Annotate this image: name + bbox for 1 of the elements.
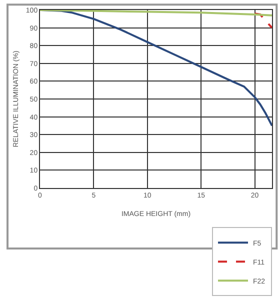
line-series [254, 12, 272, 29]
